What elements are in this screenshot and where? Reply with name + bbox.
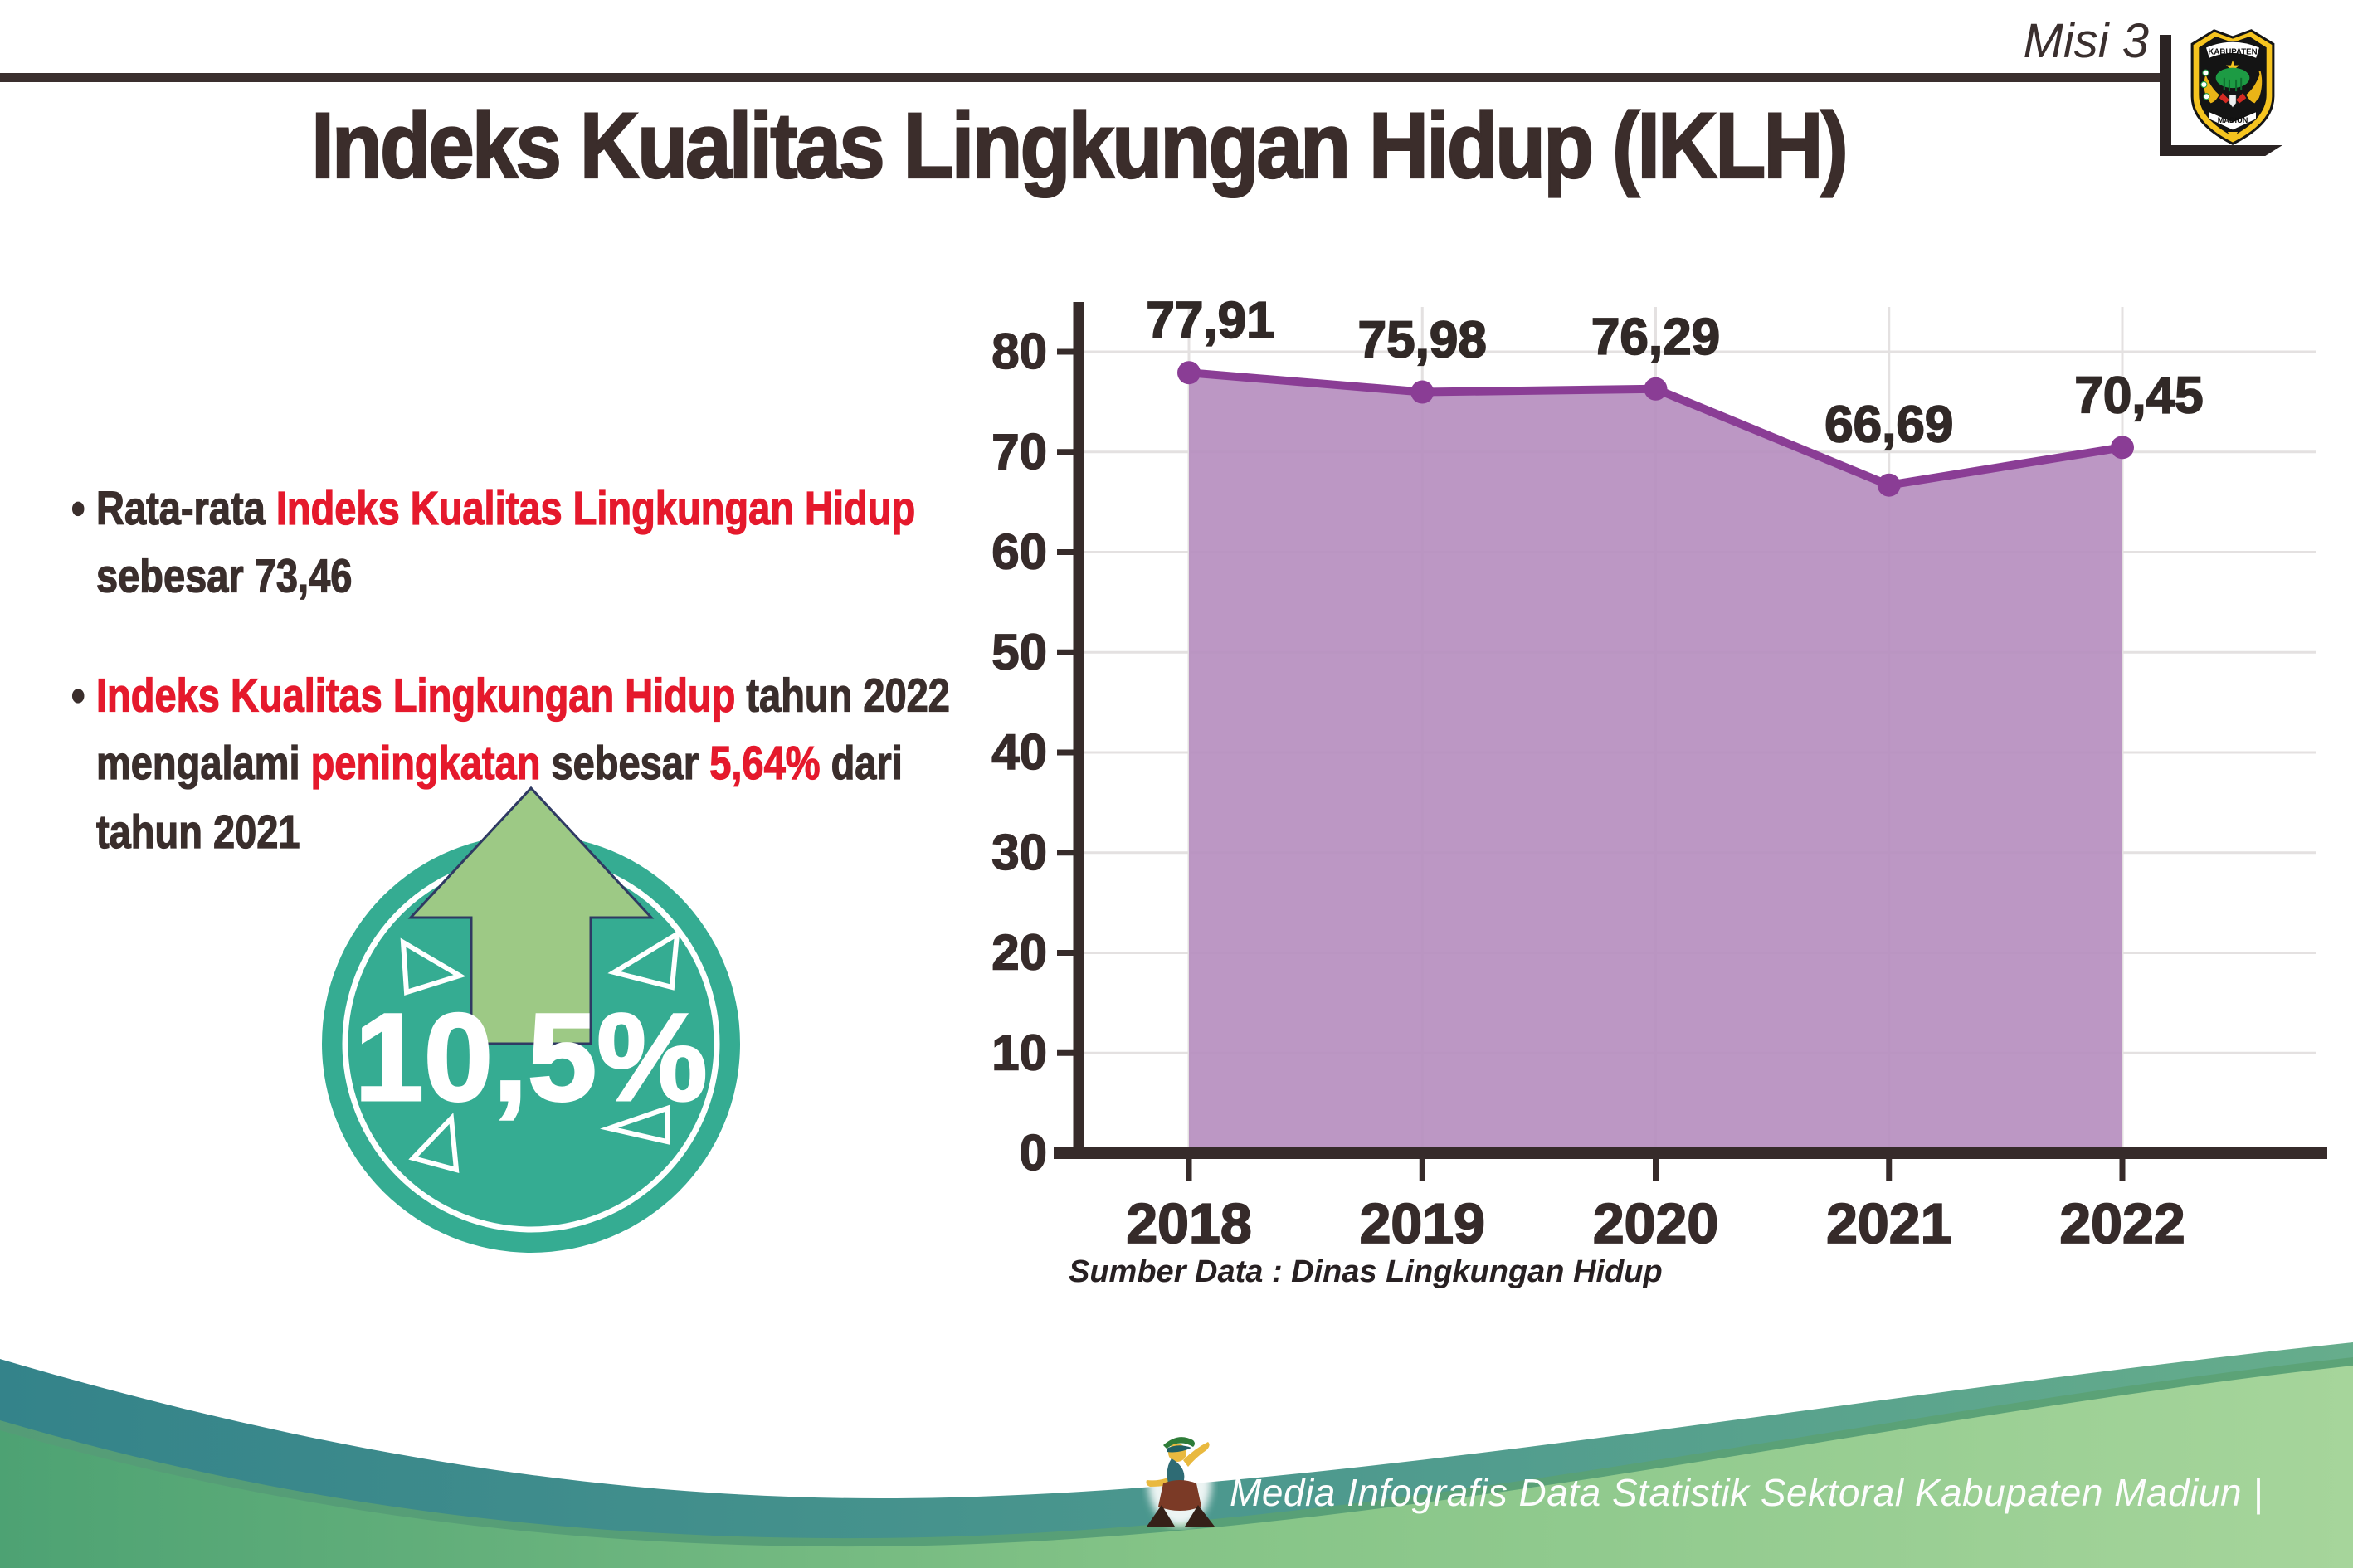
mascot-right-arm [1183,1442,1210,1467]
bullet-text-segment: tahun 2021 [95,804,300,858]
x-tick-label: 2020 [1593,1192,1718,1255]
x-tick-label: 2018 [1126,1192,1251,1255]
mascot-left-leg [1147,1505,1175,1527]
footer-front-wave [0,1366,2353,1568]
bullet-item: • Indeks Kualitas Lingkungan Hidup tahun… [71,662,1059,865]
up-arrow-icon [407,786,655,1045]
y-tick-label: 60 [991,524,1047,580]
logo-top-text: KABUPATEN [2208,47,2257,56]
bullet-line: tahun 2021 [95,797,1059,865]
bullet-item: • Rata-rata Indeks Kualitas Lingkungan H… [71,475,1059,611]
logo-red-ornament-left [2219,93,2229,104]
mascot-headband [1167,1445,1191,1453]
bullet-text-segment: 5,64% [709,736,821,790]
y-tick-label: 50 [991,624,1047,679]
logo-bottom-text: MADIUN [2218,116,2248,124]
logo-tree-branches [2223,77,2243,92]
key-findings: • Rata-rata Indeks Kualitas Lingkungan H… [71,475,1059,918]
footer-caption: Media Infografis Data Statistik Sektoral… [1230,1471,2263,1514]
mascot-torso [1167,1458,1185,1486]
y-tick-label: 70 [991,424,1047,480]
data-point-2021 [1877,473,1901,497]
x-tick-label: 2019 [1360,1192,1485,1255]
bullet-text: Indeks Kualitas Lingkungan Hidup tahun 2… [95,662,1059,865]
point-label-2022: 70,45 [2074,367,2203,424]
kabupaten-madiun-logo: KABUPATEN MADIUN [2190,29,2275,145]
y-tick-label: 20 [991,925,1047,981]
y-tick-label: 0 [1020,1125,1047,1181]
mascot-right-leg [1185,1505,1215,1527]
source-note: Sumber Data : Dinas Lingkungan Hidup [1069,1254,1663,1289]
bullet-text-segment: tahun 2022 [735,669,951,723]
logo-bracket-vertical [2160,35,2171,156]
bullet-line: sebesar 73,46 [95,543,1059,611]
data-point-2020 [1644,377,1668,401]
logo-bottom-banner [2208,110,2258,131]
iklh-area-chart: 0 10 20 30 40 50 60 70 80 2018 2019 2020 2021 2022 77,… [991,291,2327,1256]
logo-cotton-icons [2200,69,2210,100]
bullet-text-segment: peningkatan [310,736,541,790]
bullet-text: Rata-rata Indeks Kualitas Lingkungan Hid… [95,475,1059,611]
logo-star-icon [2225,60,2240,74]
logo-bracket-horizontal [2160,145,2282,156]
bullet-line: mengalami peningkatan sebesar 5,64% dari [95,730,1059,798]
logo-top-banner [2204,41,2261,60]
misi-label: Misi 3 [2023,14,2149,68]
x-tick-label: 2022 [2059,1192,2185,1255]
point-label-2021: 66,69 [1824,397,1953,454]
logo-tree-icon [2215,67,2250,89]
y-tick-label: 30 [991,825,1047,880]
dancer-mascot-icon [1146,1437,1215,1527]
y-tick-label: 40 [991,724,1047,780]
mascot-sarong [1158,1480,1201,1511]
bullet-text-segment: mengalami [95,736,311,790]
point-label-2018: 77,91 [1146,292,1274,349]
header-rule [0,73,2160,82]
bullet-text-segment: Indeks Kualitas Lingkungan Hidup [275,481,916,535]
mascot-cap [1163,1437,1195,1449]
bullet-line: Rata-rata Indeks Kualitas Lingkungan Hid… [95,475,1059,543]
footer-waves [0,1342,2353,1568]
bullet-text-segment: sebesar 73,46 [95,549,353,603]
logo-rice-icon [2257,71,2263,99]
bullet-text-segment: Indeks Kualitas Lingkungan Hidup [95,669,736,723]
bullet-dot: • [71,481,85,535]
bullet-text-segment: dari [820,736,903,790]
bullet-text-segment: sebesar [540,736,710,790]
y-tick-label: 10 [991,1025,1047,1080]
badge-value: 10,5% [354,987,707,1127]
logo-keris-icon [2229,94,2237,108]
logo-bottom-tip [2227,132,2239,141]
point-label-2019: 75,98 [1358,312,1487,369]
y-tick-label: 80 [991,324,1047,379]
logo-right-wing [2246,74,2262,104]
bullet-line: Indeks Kualitas Lingkungan Hidup tahun 2… [95,662,1059,730]
bullet-text-segment: Rata-rata [95,481,276,535]
data-point-2019 [1410,380,1435,404]
point-label-2020: 76,29 [1591,309,1720,366]
data-point-2018 [1177,361,1201,385]
x-tick-label: 2021 [1826,1192,1951,1255]
growth-badge: 10,5% [322,786,740,1253]
logo-red-ornament-right [2236,93,2247,104]
badge-spark-triangles [400,929,680,1174]
bullet-dot: • [71,669,85,723]
page-title: Indeks Kualitas Lingkungan Hidup (IKLH) [310,93,1849,199]
area-fill [1189,373,2122,1153]
data-point-2022 [2111,436,2134,460]
